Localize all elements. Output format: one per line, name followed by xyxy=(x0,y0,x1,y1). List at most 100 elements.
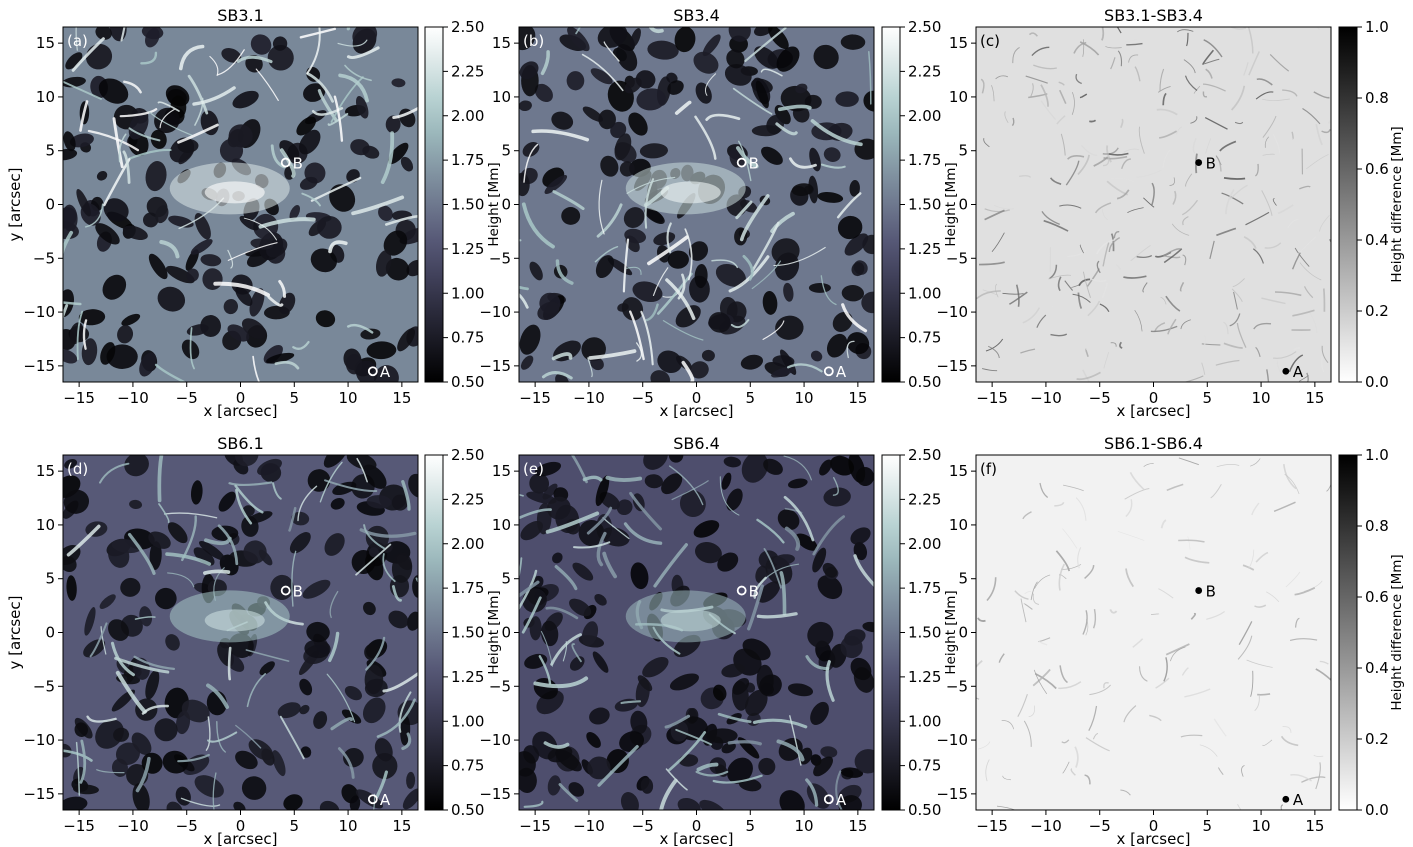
heatmap-dark-cell xyxy=(699,799,727,810)
heatmap-dark-cell xyxy=(830,455,855,476)
colorbar-tick-label: 1.50 xyxy=(908,196,941,214)
x-tick-label: 10 xyxy=(1252,817,1271,835)
heatmap-dark-cell xyxy=(592,651,609,673)
x-tick-label: −15 xyxy=(63,389,95,407)
y-axis-label: y [arcsec] xyxy=(6,168,24,242)
heatmap-fibril xyxy=(128,127,161,142)
heatmap-fibril xyxy=(291,550,297,607)
heatmap-difference-feature xyxy=(1103,351,1110,369)
colorbar-tick-label: 2.00 xyxy=(451,535,484,553)
heatmap-dark-cell xyxy=(177,138,199,153)
heatmap-difference-feature xyxy=(1162,92,1167,106)
heatmap-dark-cell xyxy=(520,520,544,541)
heatmap-difference-feature xyxy=(1117,531,1145,541)
heatmap-difference-feature xyxy=(1261,190,1273,216)
heatmap-fibril xyxy=(868,51,872,105)
x-tick-label: 5 xyxy=(290,817,300,835)
heatmap-difference-feature xyxy=(1221,192,1244,205)
heatmap-dark-cell xyxy=(376,250,392,277)
heatmap-dark-cell xyxy=(145,28,160,48)
heatmap-difference-feature xyxy=(1321,355,1325,373)
heatmap-difference-feature xyxy=(1203,39,1223,58)
heatmap-fibril xyxy=(756,518,785,544)
x-axis-label: x [arcsec] xyxy=(204,830,278,847)
heatmap-difference-feature xyxy=(1255,551,1269,563)
heatmap-dark-cell xyxy=(667,80,684,95)
heatmap-fibril xyxy=(846,340,855,359)
heatmap-dark-cell xyxy=(148,531,171,549)
heatmap-dark-cell xyxy=(823,147,841,162)
marker-point-a xyxy=(1282,795,1290,803)
y-tick-label: 5 xyxy=(45,142,55,160)
heatmap-fibril xyxy=(279,148,296,178)
heatmap-dark-cell xyxy=(519,324,541,355)
y-tick-label: −15 xyxy=(936,357,968,375)
heatmap-difference-feature xyxy=(983,138,990,148)
heatmap-fibril xyxy=(324,479,378,492)
heatmap-fibril xyxy=(89,622,108,658)
heatmap-dark-cell xyxy=(102,274,127,300)
heatmap-difference-feature xyxy=(1303,286,1314,299)
heatmap-fibril xyxy=(236,55,273,64)
heatmap-difference-feature xyxy=(1315,762,1321,790)
heatmap-difference-feature xyxy=(1163,248,1183,264)
heatmap-difference-feature xyxy=(1287,219,1299,229)
panel-title: SB6.1 xyxy=(217,434,264,453)
heatmap-fibril xyxy=(79,739,87,784)
heatmap-dark-cell xyxy=(582,106,603,122)
heatmap-difference-feature xyxy=(1236,322,1247,348)
heatmap-difference-feature xyxy=(1253,322,1272,330)
heatmap-fibril xyxy=(148,111,193,136)
heatmap-difference-feature xyxy=(1063,484,1084,492)
heatmap-dark-cell xyxy=(243,540,267,564)
heatmap-dark-cell xyxy=(840,635,863,659)
heatmap-dark-cell xyxy=(555,373,570,382)
heatmap-difference-feature xyxy=(1166,483,1184,491)
heatmap-dark-cell xyxy=(544,174,568,194)
heatmap-dark-cell xyxy=(266,352,295,364)
heatmap-fibril xyxy=(587,357,593,378)
heatmap-dark-cell xyxy=(272,750,286,777)
heatmap-fibril xyxy=(373,793,376,810)
heatmap-difference-feature xyxy=(1181,667,1189,676)
heatmap-fibril xyxy=(736,146,759,169)
panel-c: SB3.1-SB3.4 (c) −15 −10 −5 0 5 10 15 −15 −10 −5 0 5 10… xyxy=(936,6,1405,420)
heatmap-dark-cell xyxy=(302,579,331,599)
heatmap-fibril xyxy=(133,655,176,671)
heatmap-difference-feature xyxy=(1294,247,1310,267)
heatmap-dark-cell xyxy=(310,248,337,273)
heatmap-fibril xyxy=(252,355,261,382)
heatmap-difference-feature xyxy=(1023,720,1032,747)
heatmap-fibril xyxy=(665,278,696,321)
heatmap-difference-feature xyxy=(1092,608,1097,629)
y-tick-label: 15 xyxy=(949,462,968,480)
heatmap-dark-cell xyxy=(113,727,130,742)
heatmap-fibril xyxy=(820,275,837,306)
marker-point-a xyxy=(367,794,378,805)
heatmap-dark-cell xyxy=(677,797,701,810)
y-tick-label: 10 xyxy=(36,88,55,106)
heatmap-difference-feature xyxy=(1022,511,1032,520)
heatmap-difference-feature xyxy=(1229,27,1247,30)
x-tick-label: 5 xyxy=(290,389,300,407)
colorbar-tick-label: 0.8 xyxy=(1365,517,1389,535)
heatmap-difference-feature xyxy=(1315,123,1323,146)
heatmap-dark-cell xyxy=(807,621,834,648)
heatmap-difference-feature xyxy=(1306,372,1309,382)
heatmap-difference-feature xyxy=(985,338,1004,352)
heatmap-dark-cell xyxy=(349,795,361,810)
heatmap-difference-feature xyxy=(1030,83,1034,97)
heatmap-fibril xyxy=(626,266,642,276)
heatmap-difference-feature xyxy=(1087,300,1101,317)
heatmap-dark-cell xyxy=(155,205,169,224)
colorbar xyxy=(1338,26,1358,383)
x-tick-label: 0 xyxy=(236,389,246,407)
heatmap-fibril xyxy=(123,80,142,94)
heatmap-fibril xyxy=(571,643,582,663)
heatmap-dark-cell xyxy=(856,466,874,487)
heatmap-dark-cell xyxy=(248,739,274,761)
heatmap-dark-cell xyxy=(245,55,263,73)
heatmap-difference-feature xyxy=(1036,314,1047,328)
heatmap-difference-feature xyxy=(1291,131,1294,140)
